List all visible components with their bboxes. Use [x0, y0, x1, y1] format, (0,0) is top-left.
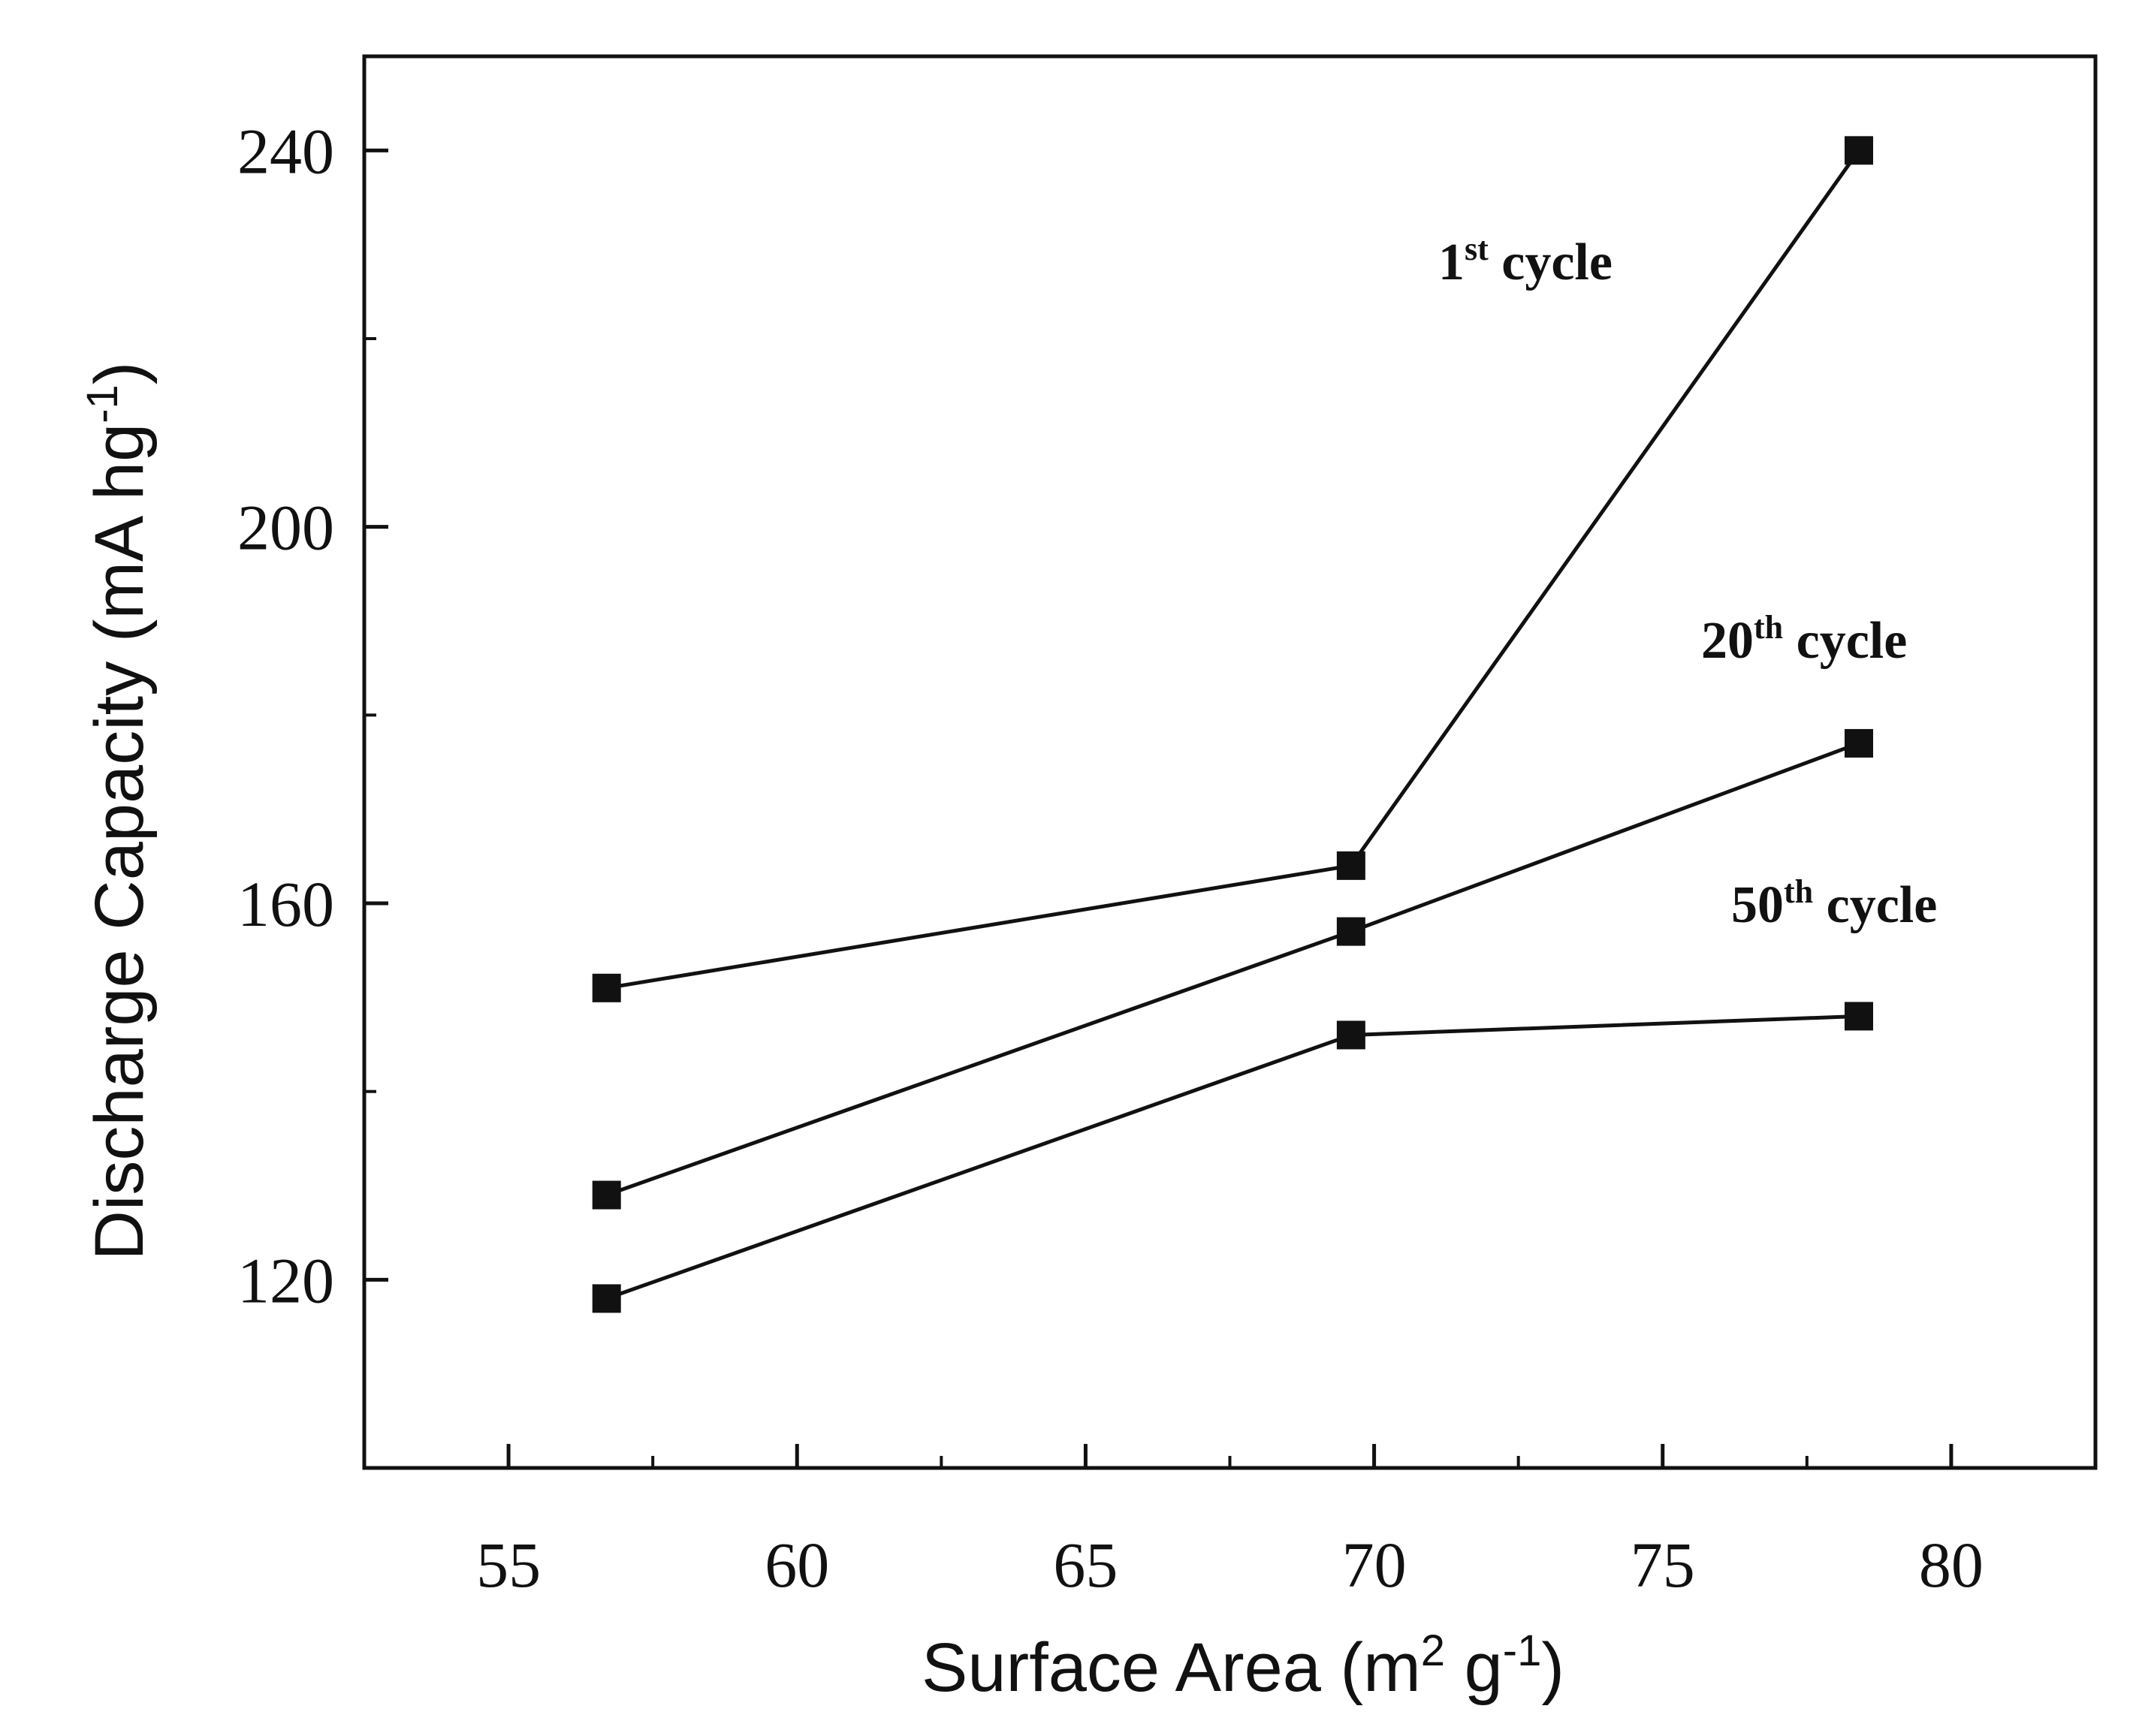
annotation-20th-text: cycle [1783, 612, 1907, 670]
plot-frame [362, 54, 2098, 1470]
annotation-1st-text: cycle [1489, 234, 1613, 291]
series-line-50th [605, 1014, 1860, 1300]
x-tick-label: 70 [1342, 1529, 1407, 1601]
major-ticks [364, 148, 1954, 1468]
y-axis-title-end: ) [81, 362, 158, 385]
annotation-50th-sup: th [1784, 873, 1813, 910]
y-tick-label: 240 [237, 115, 334, 187]
marker-20th-point-1 [592, 1180, 621, 1210]
marker-50th-point-1 [592, 1284, 621, 1313]
markers [592, 136, 1873, 1313]
x-axis-title-main: Surface Area (m [922, 1629, 1421, 1706]
annotation-50th-cycle: 50th cycle [1731, 873, 1937, 934]
x-axis-title: Surface Area (m2 g-1) [922, 1626, 1564, 1706]
annotation-20th-cycle: 20th cycle [1701, 609, 1907, 670]
marker-50th-point-3 [1844, 1002, 1873, 1031]
x-axis-title-mid: g [1445, 1629, 1503, 1706]
x-tick-label: 60 [765, 1529, 829, 1601]
x-tick-label: 75 [1631, 1529, 1695, 1601]
annotation-1st-cycle: 1st cycle [1438, 231, 1613, 291]
x-axis-title-sup2: -1 [1503, 1626, 1542, 1675]
annotation-50th-text: cycle [1813, 876, 1937, 934]
marker-20th-point-3 [1844, 728, 1873, 758]
x-axis-title-sup1: 2 [1421, 1626, 1445, 1675]
y-axis-title-sup: -1 [78, 384, 127, 423]
y-tick-label: 160 [237, 868, 334, 940]
y-tick-label: 120 [237, 1244, 334, 1316]
y-tick-label: 200 [237, 492, 334, 564]
series-line-20th [605, 741, 1860, 1197]
y-axis-title: Discharge Capacity (mA hg-1) [78, 362, 158, 1261]
series-line-1st [606, 149, 1861, 990]
marker-1st-point-3 [1844, 136, 1873, 165]
x-tick-label: 65 [1053, 1529, 1118, 1601]
marker-1st-point-2 [1336, 851, 1365, 880]
y-axis-title-main: Discharge Capacity (mA hg [81, 423, 158, 1261]
series-lines [605, 149, 1861, 1300]
annotation-1st-base: 1 [1438, 234, 1465, 291]
annotation-20th-sup: th [1754, 609, 1783, 646]
minor-ticks [364, 337, 1809, 1468]
annotation-1st-sup: st [1465, 231, 1489, 267]
marker-50th-point-2 [1336, 1020, 1365, 1050]
x-tick-label: 80 [1919, 1529, 1984, 1601]
marker-20th-point-2 [1336, 917, 1365, 946]
x-axis-title-end: ) [1541, 1629, 1564, 1706]
marker-1st-point-1 [592, 973, 621, 1002]
x-tick-label: 55 [476, 1529, 541, 1601]
annotation-50th-base: 50 [1731, 876, 1784, 934]
annotation-20th-base: 20 [1701, 612, 1754, 670]
